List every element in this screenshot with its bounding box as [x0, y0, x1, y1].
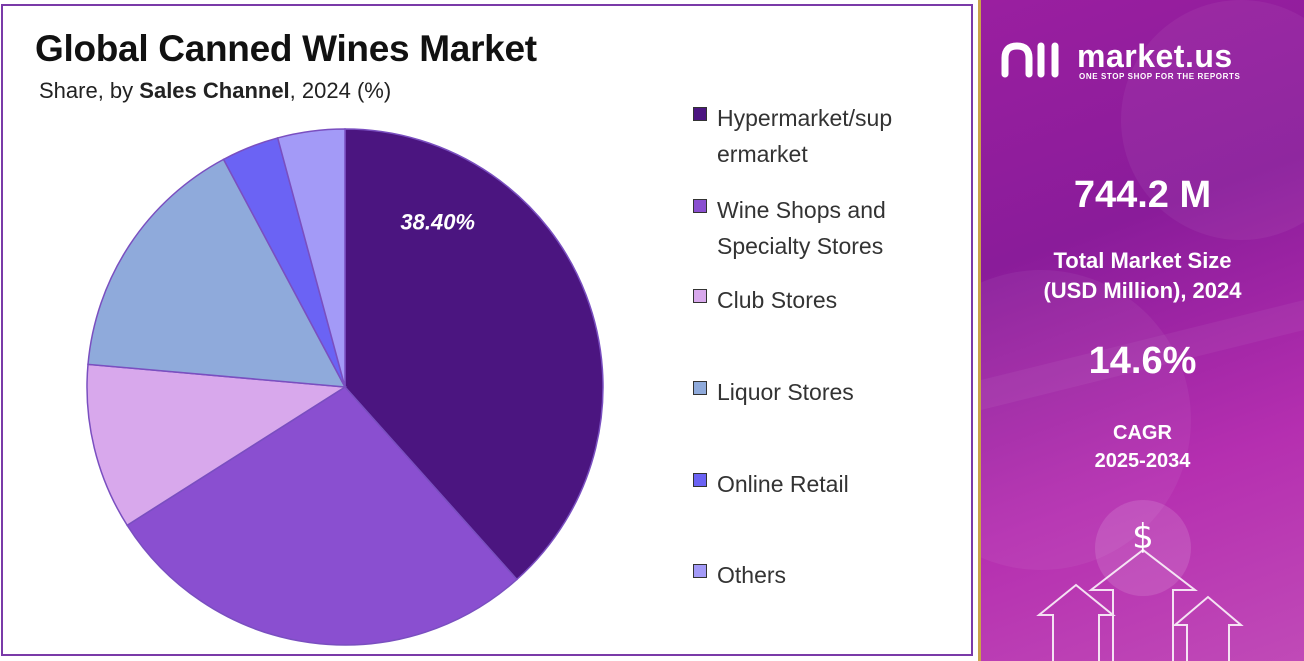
- brand-logo-icon: [1001, 42, 1059, 78]
- subtitle-prefix: Share, by: [39, 78, 140, 103]
- legend-label: Club Stores: [717, 282, 943, 318]
- chart-subtitle: Share, by Sales Channel, 2024 (%): [39, 78, 391, 104]
- legend-swatch: [693, 564, 707, 578]
- legend-label-line: Others: [717, 562, 787, 588]
- legend-label-line: Hypermarket/sup: [717, 105, 893, 131]
- pie-data-label-1: 38.40%: [400, 209, 475, 234]
- legend-swatch: [693, 473, 707, 487]
- market-size-label-line2: (USD Million), 2024: [1043, 278, 1242, 303]
- market-size-value: 744.2 M: [1073, 174, 1212, 216]
- legend-label-line: ermarket: [717, 141, 808, 167]
- cagr-value: 14.6%: [1088, 340, 1197, 382]
- legend-label: Wine Shops and Specialty Stores: [717, 192, 943, 264]
- pie-slice-4: [87, 158, 347, 388]
- chart-title: Global Canned Wines Market: [35, 28, 537, 69]
- legend-swatch: [693, 289, 707, 303]
- chart-panel: Global Canned Wines Market Share, by Sal…: [1, 4, 973, 656]
- info-background-decor: $: [981, 0, 1304, 661]
- up-arrow-icon: [1036, 548, 1244, 661]
- cagr-label-line1: CAGR: [1113, 422, 1172, 444]
- legend-label-line: Liquor Stores: [717, 379, 854, 405]
- brand-name: market.us: [1077, 38, 1233, 74]
- legend-label-line: Club Stores: [717, 287, 838, 313]
- brand-tagline: ONE STOP SHOP FOR THE REPORTS: [1079, 72, 1241, 81]
- info-panel: $ market.us ONE STOP SHOP FOR THE REPORT…: [978, 0, 1304, 661]
- pie-slice-6: [276, 128, 346, 388]
- legend-swatch: [693, 199, 707, 213]
- legend-label: Online Retail: [717, 466, 943, 502]
- legend-swatch: [693, 381, 707, 395]
- dollar-icon: $: [1095, 500, 1191, 596]
- legend-label: Liquor Stores: [717, 374, 943, 410]
- pie-slice-2: [126, 386, 518, 646]
- legend-label-line: Specialty Stores: [717, 233, 884, 259]
- legend-label: Hypermarket/sup ermarket: [717, 100, 943, 172]
- market-size-label-line1: Total Market Size: [1053, 248, 1232, 273]
- legend-swatch: [693, 107, 707, 121]
- subtitle-emphasis: Sales Channel: [139, 78, 290, 103]
- cagr-label-line2: 2025-2034: [1094, 450, 1191, 472]
- dollar-symbol: $: [1132, 517, 1154, 557]
- legend-label-line: Online Retail: [717, 471, 849, 497]
- pie-slice-1: [344, 128, 604, 581]
- subtitle-suffix: , 2024 (%): [289, 78, 392, 103]
- legend-label: Others: [717, 557, 943, 593]
- pie-slice-3: [86, 363, 348, 527]
- pie-chart: 38.40%: [86, 128, 604, 646]
- legend-label-line: Wine Shops and: [717, 197, 886, 223]
